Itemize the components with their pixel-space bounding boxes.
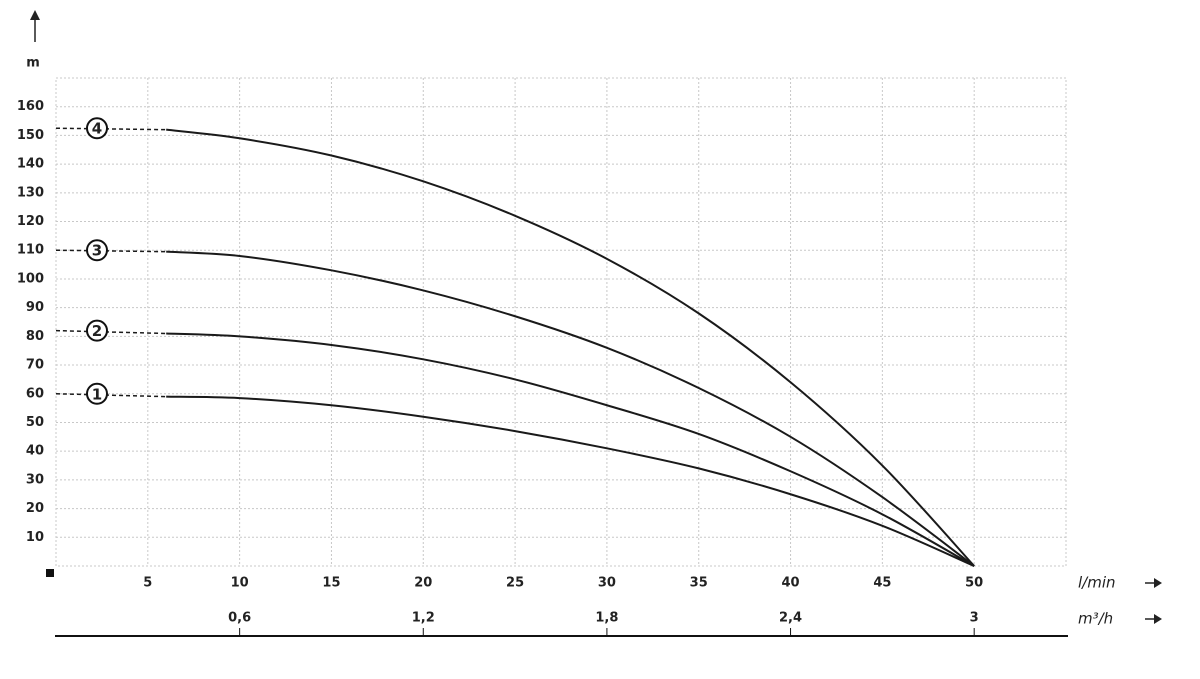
- x-tick-label: 50: [965, 576, 983, 591]
- legend-label: 2: [92, 322, 102, 340]
- x2-tick-label: 1,8: [595, 611, 618, 626]
- x-tick-label: 10: [231, 576, 249, 591]
- series-line-lead: [55, 127, 167, 131]
- series-label-circle: [86, 239, 108, 262]
- y-tick-label: 160: [17, 99, 44, 114]
- series-label-circle: [86, 382, 108, 405]
- y-tick-label: 30: [26, 472, 44, 487]
- y-tick-label: 100: [17, 271, 44, 286]
- legend-label: 3: [92, 242, 102, 260]
- plot-frame: [55, 77, 1067, 567]
- x-tick-label: 15: [322, 576, 340, 591]
- legend-label: 1: [92, 385, 102, 403]
- x2-tick-label: 3: [970, 611, 979, 626]
- x2-tick-label: 2,4: [779, 611, 802, 626]
- series-line-lead: [55, 249, 167, 253]
- y-tick-label: 150: [17, 128, 44, 143]
- series-line-lead: [55, 329, 167, 335]
- x2-tick-label: 1,2: [412, 611, 435, 626]
- x2-tick-label: 0,6: [228, 611, 251, 626]
- y-tick-label: 70: [26, 358, 44, 373]
- x-tick-label: 40: [781, 576, 799, 591]
- series-line: [166, 332, 975, 567]
- x2-axis-label: m³/h: [1078, 610, 1113, 628]
- x-tick-label: 30: [598, 576, 616, 591]
- series-line: [166, 395, 975, 567]
- series-label-circle: [86, 117, 108, 140]
- y-tick-label: 50: [26, 415, 44, 430]
- x-tick-label: 25: [506, 576, 524, 591]
- y-tick-label: 10: [26, 530, 44, 545]
- series-line: [166, 250, 975, 567]
- x-tick-label: 20: [414, 576, 432, 591]
- y-tick-label: 80: [26, 329, 44, 344]
- series-label-circle: [86, 319, 108, 342]
- legend-label: 4: [92, 120, 102, 138]
- x2-arrow-head: [1154, 614, 1162, 624]
- x-tick-label: 5: [143, 576, 152, 591]
- y-tick-label: 140: [17, 157, 44, 172]
- x-axis-label: l/min: [1078, 574, 1116, 592]
- y-tick-label: 110: [17, 243, 44, 258]
- y-tick-label: 130: [17, 185, 44, 200]
- y-arrow-head: [30, 10, 40, 20]
- series-line: [166, 128, 975, 567]
- x-arrow-head: [1154, 578, 1162, 588]
- y-tick-label: 60: [26, 386, 44, 401]
- x-tick-label: 35: [690, 576, 708, 591]
- y-tick-label: 20: [26, 501, 44, 516]
- y-tick-label: 120: [17, 214, 44, 229]
- y-axis-label: m: [26, 56, 40, 71]
- y-tick-label: 90: [26, 300, 44, 315]
- y-tick-label: 40: [26, 444, 44, 459]
- x-tick-label: 45: [873, 576, 891, 591]
- origin-marker: [46, 569, 54, 577]
- series-line-lead: [55, 393, 167, 398]
